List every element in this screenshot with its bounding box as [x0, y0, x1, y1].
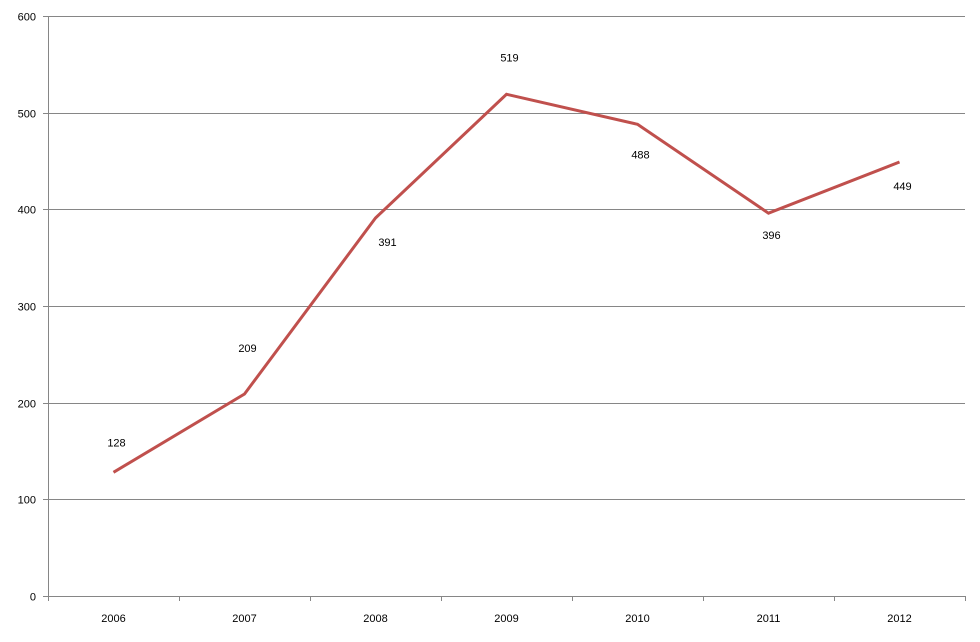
x-tick-label-2009: 2009	[494, 613, 518, 625]
y-tick-label-0: 0	[30, 592, 36, 604]
data-label-2011: 396	[762, 230, 780, 242]
y-tick-label-500: 500	[18, 109, 36, 121]
data-label-2010: 488	[631, 149, 649, 161]
x-tick-label-2007: 2007	[232, 613, 256, 625]
x-tick-label-2010: 2010	[625, 613, 649, 625]
y-axis-ticks: 0 100 200 300 400 500 600	[18, 12, 48, 604]
y-tick-label-100: 100	[18, 495, 36, 507]
y-tick-label-400: 400	[18, 205, 36, 217]
data-label-2009: 519	[500, 52, 518, 64]
series-group	[112, 92, 901, 474]
data-label-2012: 449	[893, 181, 911, 193]
y-tick-label-600: 600	[18, 12, 36, 24]
x-tick-label-2011: 2011	[757, 613, 781, 625]
data-labels: 128 209 391 519 488 396 449	[107, 52, 911, 449]
data-label-2008: 391	[378, 237, 396, 249]
y-tick-label-300: 300	[18, 302, 36, 314]
series-line-0	[112, 92, 901, 474]
x-axis-ticks: 2006 2007 2008 2009 2010 2011 2012	[48, 596, 966, 625]
data-label-2007: 209	[238, 343, 256, 355]
axes	[48, 16, 965, 597]
gridlines	[48, 16, 965, 500]
x-tick-label-2008: 2008	[363, 613, 387, 625]
x-tick-label-2006: 2006	[101, 613, 125, 625]
data-label-2006: 128	[107, 437, 125, 449]
y-tick-label-200: 200	[18, 399, 36, 411]
x-tick-label-2012: 2012	[887, 613, 911, 625]
